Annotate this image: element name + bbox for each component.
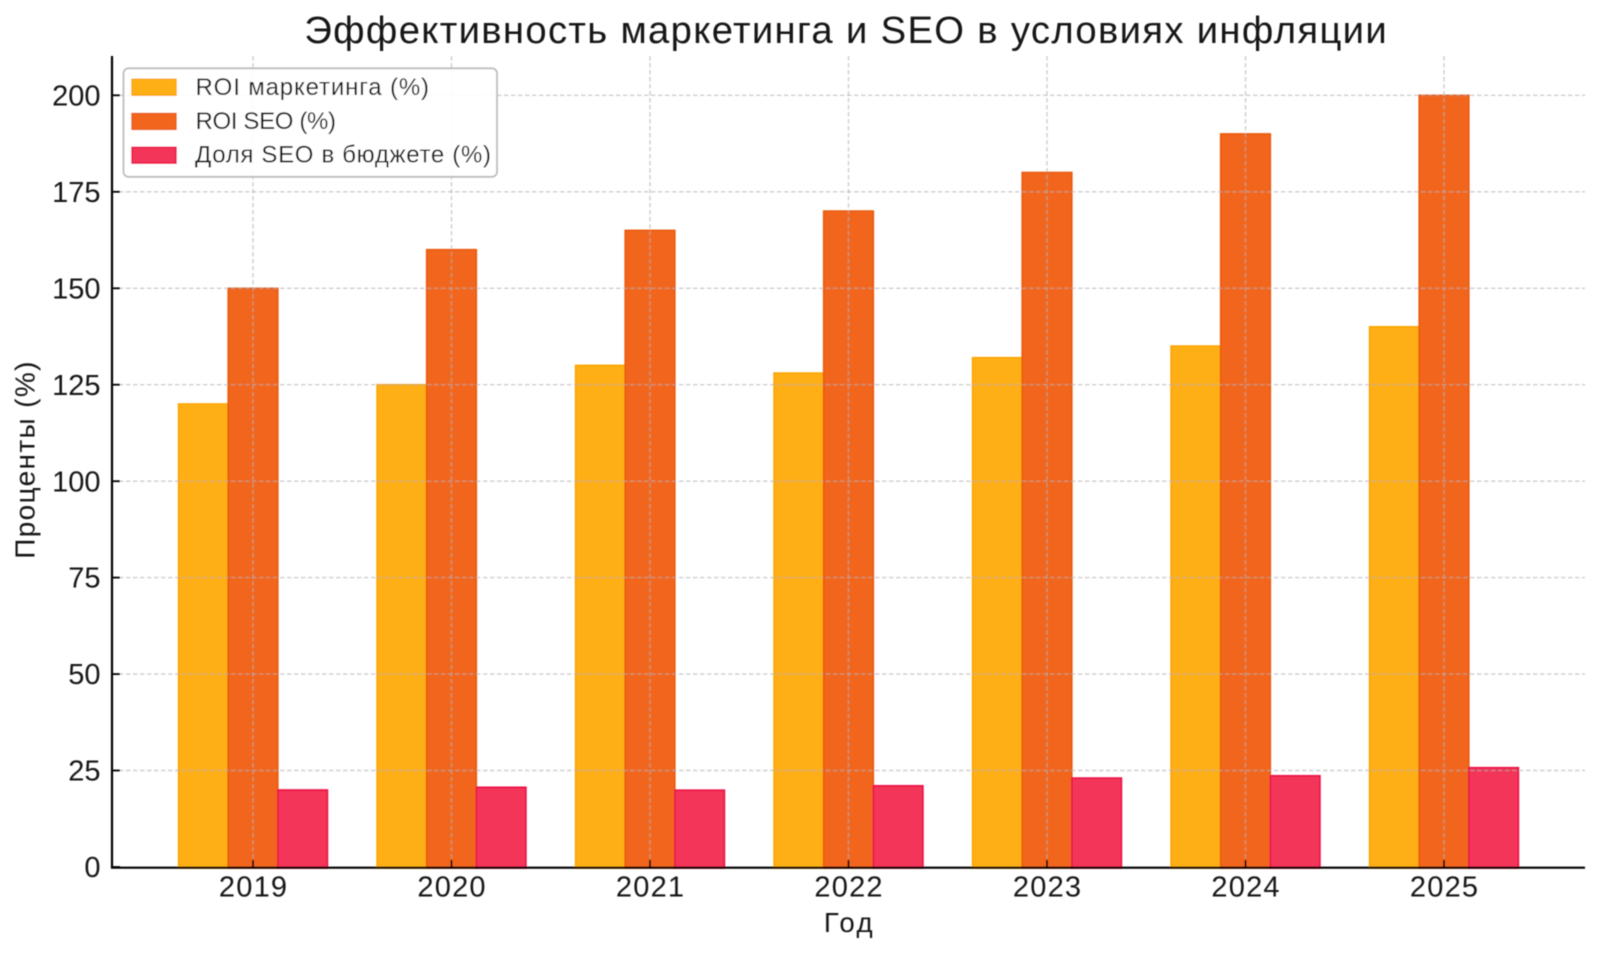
svg-text:175: 175 [52,177,100,209]
svg-text:Доля SEO в бюджете (%): Доля SEO в бюджете (%) [195,142,492,169]
svg-text:100: 100 [52,466,100,498]
svg-text:75: 75 [68,563,100,595]
svg-text:125: 125 [52,370,100,402]
svg-text:0: 0 [84,852,100,884]
svg-text:ROI маркетинга (%): ROI маркетинга (%) [196,74,430,101]
svg-text:2022: 2022 [814,871,883,903]
svg-text:2020: 2020 [417,871,486,903]
svg-text:25: 25 [68,756,100,788]
svg-text:150: 150 [52,273,100,305]
svg-text:200: 200 [52,80,100,112]
svg-text:Проценты (%): Проценты (%) [10,360,41,559]
svg-text:ROI SEO (%): ROI SEO (%) [196,108,336,135]
svg-text:Год: Год [824,907,875,938]
svg-text:2025: 2025 [1410,871,1479,903]
svg-text:2019: 2019 [219,871,288,903]
svg-text:2024: 2024 [1211,871,1280,903]
svg-text:Эффективность маркетинга и SEO: Эффективность маркетинга и SEO в условия… [304,9,1388,52]
svg-text:50: 50 [68,659,100,691]
svg-text:2021: 2021 [616,871,685,903]
svg-text:2023: 2023 [1013,871,1082,903]
